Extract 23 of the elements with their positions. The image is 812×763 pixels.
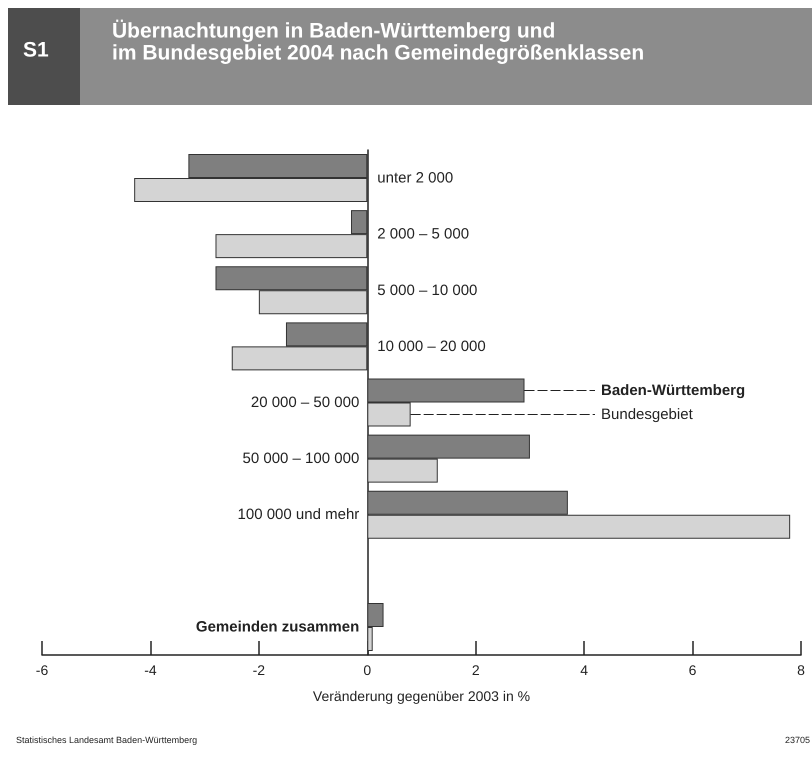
- text: Baden-Württemberg: [601, 382, 746, 399]
- x-tick-label: 0: [363, 662, 372, 678]
- y-tick-label: 20 000 – 50 000: [250, 394, 360, 411]
- y-tick-label: 2 000 – 5 000: [377, 226, 470, 243]
- x-axis-title: Veränderung gegenüber 2003 in %: [312, 688, 530, 704]
- x-tick-label: 2: [472, 662, 480, 678]
- x-tick-label: -2: [252, 662, 266, 678]
- x-tick-label: 6: [688, 662, 697, 678]
- y-tick-label: Gemeinden zusammen: [196, 618, 360, 636]
- y-tick-label: 100 000 und mehr: [238, 506, 360, 524]
- chart-title: Übernachtungen in Baden-Württemberg und im Bundesgebiet 2004 nach Gemeindegrößenklassen: [112, 20, 644, 64]
- text: 23705: [784, 735, 810, 745]
- y-tick-label: 50 000 – 100 000: [242, 450, 360, 468]
- text: Statistisches Landesamt Baden-Württemberg: [16, 735, 198, 745]
- text: Bundesgebiet: [601, 406, 694, 423]
- y-tick-label: 10 000 – 20 000: [377, 338, 486, 355]
- y-tick-label: unter 2 000: [377, 170, 454, 187]
- x-tick-label: -4: [144, 662, 157, 678]
- x-tick-label: 8: [797, 662, 806, 678]
- x-tick-label: 4: [580, 662, 588, 678]
- x-tick-label: -6: [36, 662, 48, 678]
- text: S1: [23, 38, 50, 62]
- y-tick-label: 5 000 – 10 000: [377, 282, 478, 299]
